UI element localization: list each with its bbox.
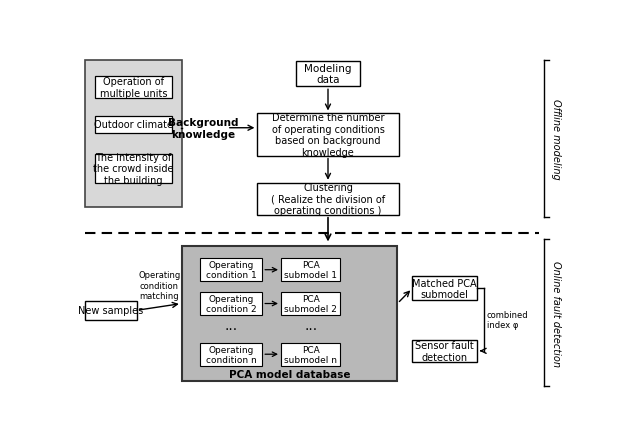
- FancyBboxPatch shape: [296, 62, 360, 87]
- Text: Operating
condition n: Operating condition n: [206, 345, 257, 364]
- Text: New samples: New samples: [78, 306, 143, 315]
- Text: PCA
submodel n: PCA submodel n: [284, 345, 337, 364]
- FancyBboxPatch shape: [281, 343, 340, 366]
- FancyBboxPatch shape: [281, 258, 340, 282]
- FancyBboxPatch shape: [182, 247, 397, 381]
- Text: Outdoor climate: Outdoor climate: [94, 120, 173, 130]
- Text: PCA
submodel 2: PCA submodel 2: [284, 294, 337, 314]
- Text: ···: ···: [225, 322, 238, 336]
- Text: Operating
condition 1: Operating condition 1: [206, 261, 257, 280]
- Text: Determine the number
of operating conditions
based on background
knowledge: Determine the number of operating condit…: [271, 113, 385, 158]
- Text: Operating
condition
matching: Operating condition matching: [138, 271, 180, 300]
- FancyBboxPatch shape: [95, 77, 172, 99]
- Text: Operating
condition 2: Operating condition 2: [206, 294, 257, 314]
- Text: Matched PCA
submodel: Matched PCA submodel: [412, 278, 477, 300]
- Text: The intensity of
the crowd inside
the building: The intensity of the crowd inside the bu…: [93, 152, 174, 185]
- FancyBboxPatch shape: [200, 258, 262, 282]
- Text: PCA
submodel 1: PCA submodel 1: [284, 261, 337, 280]
- Text: combined
index φ: combined index φ: [487, 310, 529, 329]
- Text: Clustering
( Realize the division of
operating conditions ): Clustering ( Realize the division of ope…: [271, 183, 385, 216]
- FancyBboxPatch shape: [95, 117, 172, 134]
- FancyBboxPatch shape: [257, 183, 399, 215]
- FancyBboxPatch shape: [412, 340, 477, 362]
- Text: PCA model database: PCA model database: [229, 369, 350, 379]
- Text: Sensor fault
detection: Sensor fault detection: [415, 340, 474, 362]
- Text: Modeling
data: Modeling data: [304, 64, 352, 85]
- FancyBboxPatch shape: [95, 155, 172, 183]
- Text: Background
knowledge: Background knowledge: [168, 118, 238, 139]
- FancyBboxPatch shape: [257, 114, 399, 156]
- FancyBboxPatch shape: [85, 61, 182, 208]
- FancyBboxPatch shape: [281, 292, 340, 315]
- Text: Online fault detection: Online fault detection: [551, 260, 561, 366]
- Text: Operation of
multiple units: Operation of multiple units: [100, 77, 167, 99]
- FancyBboxPatch shape: [412, 277, 477, 300]
- Text: ···: ···: [304, 322, 317, 336]
- FancyBboxPatch shape: [200, 292, 262, 315]
- Text: Offline modeling: Offline modeling: [551, 99, 561, 180]
- FancyBboxPatch shape: [84, 301, 137, 320]
- FancyBboxPatch shape: [200, 343, 262, 366]
